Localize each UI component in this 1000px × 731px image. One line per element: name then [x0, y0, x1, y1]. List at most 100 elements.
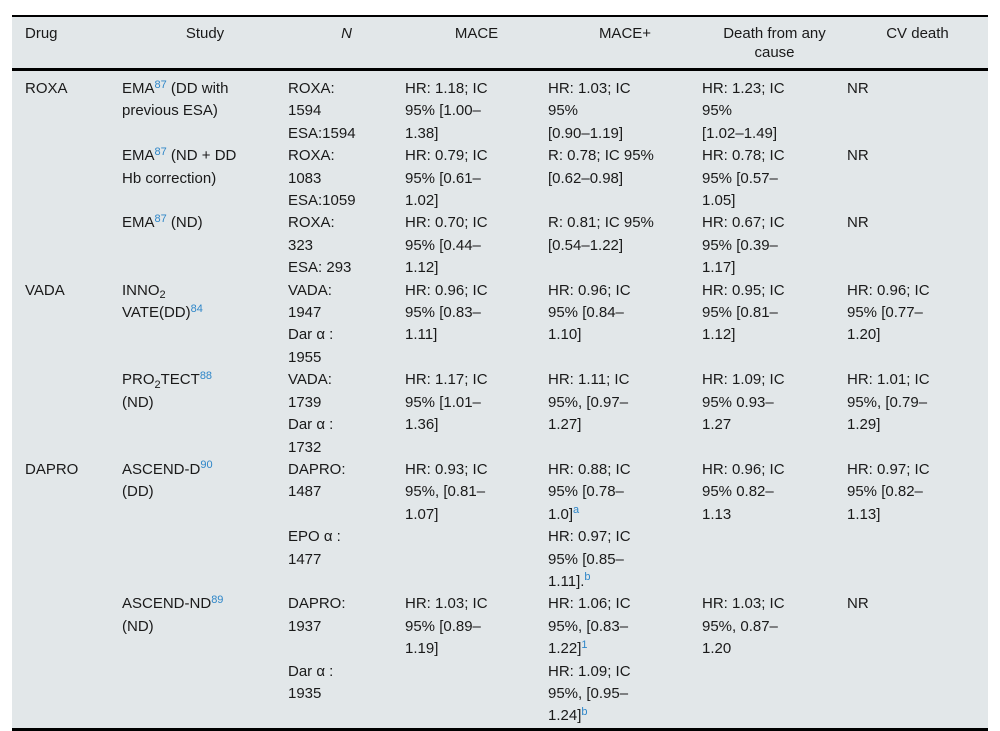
cell-line: 1.19] [405, 638, 542, 660]
table-body: ROXA EMA87 (DD with previous ESA) ROXA: 1594… [12, 70, 988, 730]
cell-line: Dar α : [288, 324, 399, 346]
cell-mace: HR: 1.17; IC 95% [1.01– 1.36] [405, 369, 548, 459]
col-header-label: Study [185, 25, 225, 42]
cell-line: 1594 [288, 100, 399, 122]
cell-mace: HR: 0.96; IC 95% [0.83– 1.11] [405, 280, 548, 370]
text-segment: HR: 0.93; IC [405, 460, 488, 478]
text-segment: HR: 0.88; IC [548, 460, 631, 478]
cell-line: 95% [548, 100, 696, 122]
cell-drug [12, 593, 122, 729]
cell-line: HR: 1.03; IC [548, 78, 696, 100]
text-segment: 1935 [288, 684, 322, 702]
cell-study: EMA87 (ND) [122, 212, 288, 279]
cell-line: 95% [702, 100, 841, 122]
text-segment: 95%, [0.97– [548, 393, 629, 411]
cell-line: 1.11].b [548, 571, 696, 593]
cell-line: DAPRO: [288, 593, 399, 615]
text-segment: HR: 0.96; IC [548, 281, 631, 299]
cell-line: 95%, [0.95– [548, 683, 696, 705]
cell-mace-plus: HR: 0.88; IC 95% [0.78– 1.0]a HR: 0.97; IC 9… [548, 459, 702, 593]
text-segment: ESA:1059 [288, 192, 356, 210]
text-segment: 95% [0.82– [847, 483, 923, 501]
cell-line: 1.17] [702, 257, 841, 279]
cell-drug: DAPRO [12, 459, 122, 593]
cell-line: HR: 0.96; IC [702, 459, 841, 481]
cell-line: HR: 1.06; IC [548, 593, 696, 615]
cell-line: ESA: 293 [288, 257, 399, 279]
cell-drug: VADA [12, 280, 122, 370]
cell-line: 323 [288, 235, 399, 257]
cell-line: 1.10] [548, 324, 696, 346]
text-segment: 1.20 [702, 640, 732, 658]
text-segment: (ND + DD [166, 147, 237, 165]
cell-line: HR: 1.09; IC [702, 369, 841, 391]
text-segment: 1.17] [702, 259, 736, 277]
cell-line: 95% [0.81– [702, 302, 841, 324]
cell-line: HR: 0.95; IC [702, 280, 841, 302]
col-header-death-any-cause: Death from any cause [702, 16, 847, 71]
cell-line: 95% [0.39– [702, 235, 841, 257]
text-segment: NR [847, 214, 869, 232]
table-row: VADA INNO2 VATE(DD)84 VADA: 1947 Dar α :1955 H… [12, 280, 988, 370]
cell-drug [12, 369, 122, 459]
cell-line: 95% [0.89– [405, 616, 542, 638]
cell-mace: HR: 1.18; IC 95% [1.00– 1.38] [405, 70, 548, 146]
cell-line: VADA [25, 280, 116, 302]
header-row: Drug Study N MACE MACE+ Death from any c… [12, 16, 988, 71]
cell-line: 1.05] [702, 190, 841, 212]
text-segment: 95% [0.83– [405, 304, 481, 322]
cell-line: NR [847, 593, 982, 615]
text-segment: HR: 1.03; IC [548, 80, 631, 97]
cell-line: 1477 [288, 549, 399, 571]
text-segment: 1947 [288, 304, 322, 322]
reference-superscript: 89 [211, 593, 224, 606]
cell-line: EMA87 (DD with [122, 78, 282, 100]
cell-line: VATE(DD)84 [122, 302, 282, 324]
col-header-cv-death: CV death [847, 16, 988, 71]
text-segment: [0.62–0.98] [548, 169, 624, 187]
cell-n: DAPRO: 1937 Dar α : 1935 [288, 593, 405, 729]
cell-death-any-cause: HR: 1.23; IC 95% [1.02–1.49] [702, 70, 847, 146]
text-segment: HR: 1.23; IC [702, 80, 785, 97]
cell-mace: HR: 0.70; IC 95% [0.44– 1.12] [405, 212, 548, 279]
text-segment: 1739 [288, 393, 322, 411]
cell-death-any-cause: HR: 1.03; IC 95%, 0.87– 1.20 [702, 593, 847, 729]
cell-line: 1.29] [847, 414, 982, 436]
cell-line: ASCEND-D90 [122, 459, 282, 481]
text-segment: NR [847, 147, 869, 165]
text-segment: PRO [122, 371, 155, 389]
cell-line: HR: 1.03; IC [702, 593, 841, 615]
text-segment: 1937 [288, 617, 322, 635]
text-segment: (ND) [166, 214, 203, 232]
text-segment: 95%, [0.79– [847, 393, 928, 411]
cell-line: 1.20] [847, 324, 982, 346]
cell-line: DAPRO [25, 459, 116, 481]
cell-n: VADA: 1947 Dar α : 1955 [288, 280, 405, 370]
cell-line: HR: 0.88; IC [548, 459, 696, 481]
text-segment: 323 [288, 236, 314, 254]
cell-line: HR: 1.01; IC [847, 369, 982, 391]
text-segment: 1.13] [847, 505, 881, 523]
text-segment: 95%, [0.81– [405, 483, 486, 501]
text-segment: TECT [160, 371, 200, 389]
cell-line: R: 0.81; IC 95% [548, 212, 696, 234]
text-segment: (DD) [122, 483, 154, 501]
cell-line: HR: 0.93; IC [405, 459, 542, 481]
text-segment: EPO α : [288, 528, 341, 546]
cell-line: 95%, 0.87– [702, 616, 841, 638]
cell-line: previous ESA) [122, 100, 282, 122]
text-segment: HR: 0.70; IC [405, 214, 488, 232]
cell-line: (ND) [122, 392, 282, 414]
text-segment: previous ESA) [122, 102, 218, 120]
text-segment: EMA [122, 214, 155, 232]
outcomes-table-container: Drug Study N MACE MACE+ Death from any c… [12, 15, 988, 731]
text-segment: 95% 0.93– [702, 393, 774, 411]
text-segment: 95%, 0.87– [702, 617, 778, 635]
reference-superscript: 90 [200, 459, 213, 472]
cell-mace-plus: HR: 1.03; IC 95% [0.90–1.19] [548, 70, 702, 146]
cell-line: 95% [0.85– [548, 549, 696, 571]
cell-line: 95% [0.44– [405, 235, 542, 257]
text-segment: 1487 [288, 483, 322, 501]
text-segment: VADA: [288, 281, 332, 299]
cell-line: R: 0.78; IC 95% [548, 145, 696, 167]
